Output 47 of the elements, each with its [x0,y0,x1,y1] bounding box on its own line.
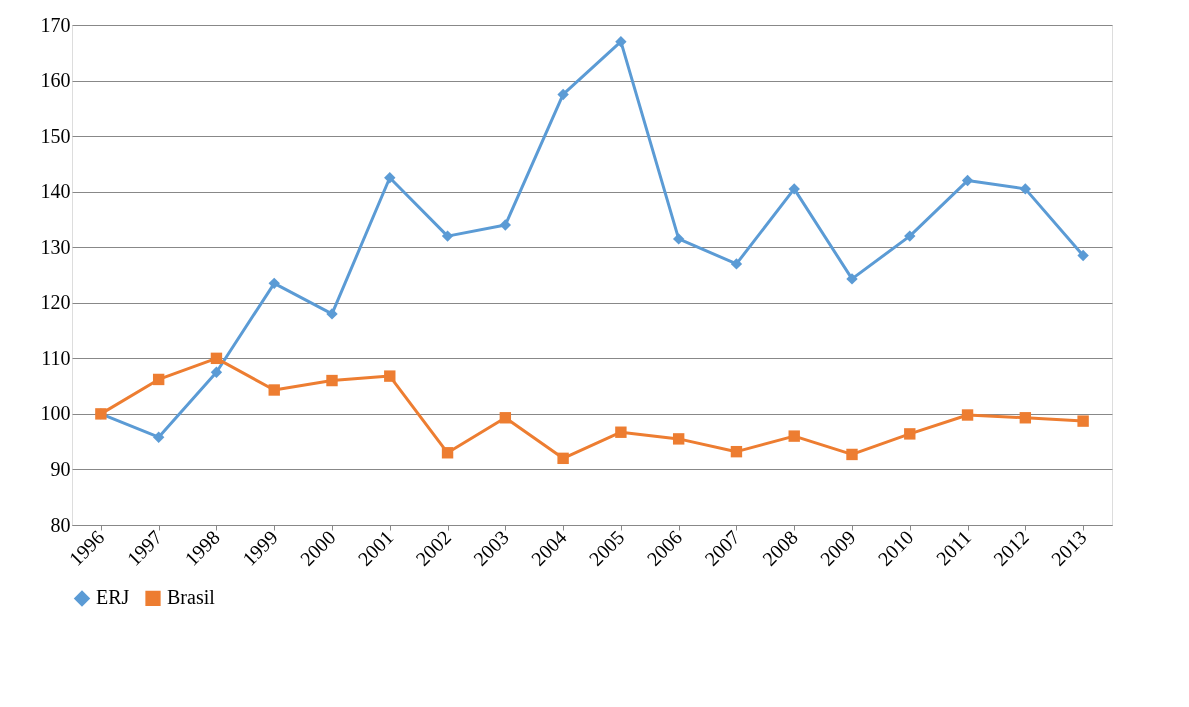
point [441,447,454,459]
point [788,183,800,195]
point [268,384,280,396]
point [788,430,800,442]
point [384,370,396,382]
point [730,445,743,458]
point [499,219,512,231]
point [904,230,916,242]
y-tick-label: 140 [40,180,71,203]
point [730,258,743,270]
y-tick-label: 110 [41,346,71,369]
point [904,428,916,440]
point [961,174,974,187]
point [441,230,454,242]
point [152,373,165,386]
y-tick-label: 130 [40,235,71,258]
point [846,448,858,461]
point [384,172,396,184]
point [152,431,165,443]
point [326,374,338,387]
point [210,366,223,378]
point [1077,415,1089,427]
y-tick-label: 160 [40,69,71,92]
y-tick-label: 120 [40,291,71,314]
point [1077,249,1089,262]
point [268,277,280,290]
y-tick-label: 100 [40,402,71,425]
point [1019,183,1032,195]
y-tick-label: 90 [50,457,71,480]
point [557,452,569,465]
x-tick-label: 2011 [931,526,976,570]
point [615,426,627,438]
legend-label: ERJ [96,586,130,609]
point [672,433,685,445]
y-tick-label: 170 [40,13,71,36]
point [846,273,858,285]
legend-label: Brasil [167,586,216,609]
point [210,352,223,365]
point [961,409,974,421]
point [499,412,512,424]
point [326,308,338,320]
point [672,233,685,245]
y-tick-label: 150 [40,124,71,147]
point [1019,412,1032,424]
point [557,88,569,101]
point [615,35,627,48]
y-tick-label: 80 [50,513,71,536]
